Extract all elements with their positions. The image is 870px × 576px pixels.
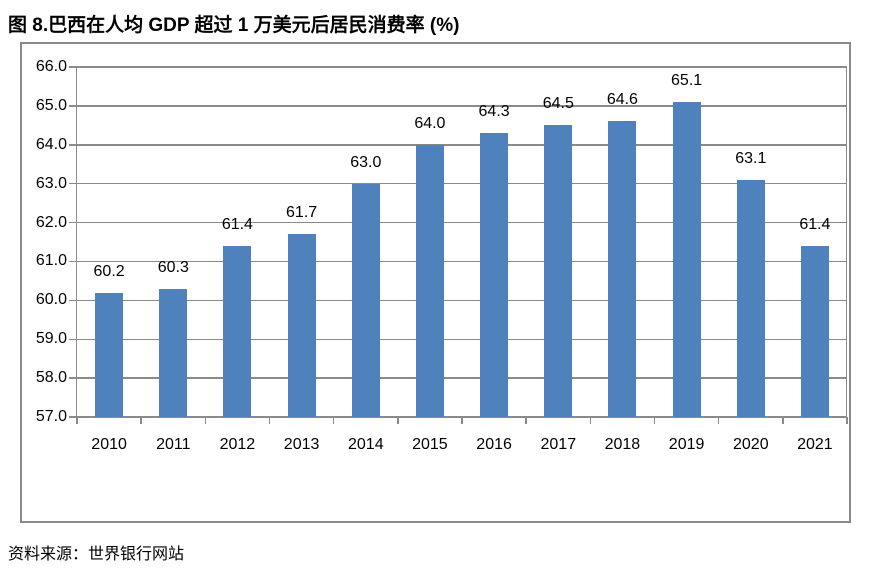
chart-frame bbox=[20, 42, 851, 523]
source-note: 资料来源：世界银行网站 bbox=[8, 546, 185, 563]
figure-title: 图 8.巴西在人均 GDP 超过 1 万美元后居民消费率 (%) bbox=[8, 15, 460, 36]
